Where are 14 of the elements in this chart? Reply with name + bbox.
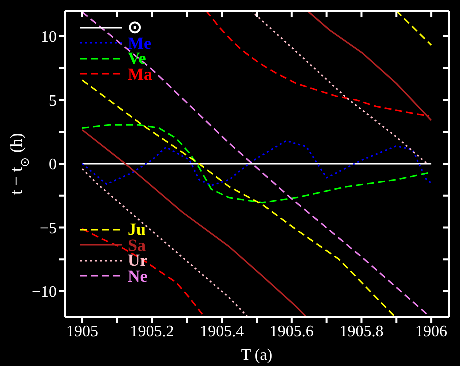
line-series <box>82 124 430 204</box>
y-tick-label: −10 <box>32 284 57 302</box>
y-tick-label: 0 <box>49 156 57 174</box>
x-tick-label: 1906 <box>416 323 448 340</box>
x-tick-label: 1905.2 <box>130 323 174 340</box>
x-tick-label: 1905.8 <box>340 323 384 340</box>
y-tick-label: 5 <box>49 92 57 110</box>
x-tick-label: 1905.4 <box>200 323 244 340</box>
y-tick-label: −5 <box>40 220 57 238</box>
y-tick-label: 10 <box>41 29 57 46</box>
x-tick-label: 1905.6 <box>270 323 314 340</box>
x-tick-label: 1905 <box>66 323 98 340</box>
line-series <box>82 140 432 186</box>
x-axis-title: T (a) <box>241 347 273 364</box>
